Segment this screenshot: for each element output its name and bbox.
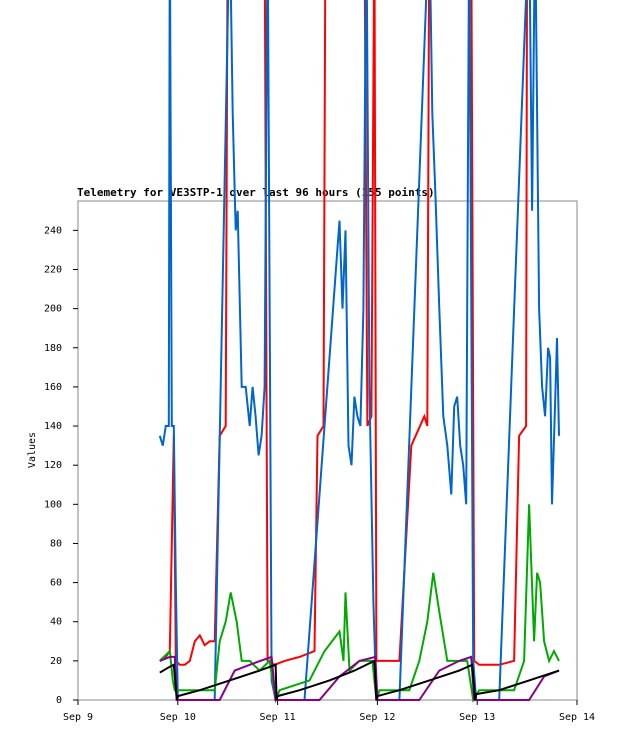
x-tick-label: Sep 13 — [459, 712, 495, 723]
y-tick-label: 120 — [44, 460, 62, 471]
x-tick-label: Sep 12 — [359, 712, 395, 723]
y-tick-label: 140 — [44, 421, 62, 432]
series-line — [159, 504, 560, 704]
series-line — [158, 0, 560, 701]
plot-frame — [77, 200, 578, 701]
x-tick-label: Sep 14 — [559, 712, 595, 723]
y-tick-label: 100 — [44, 499, 62, 510]
y-tick-label: 40 — [50, 617, 62, 628]
y-tick-label: 0 — [56, 695, 62, 706]
series-line — [159, 0, 528, 666]
x-tick-label: Sep 9 — [63, 712, 93, 723]
x-tick-label: Sep 11 — [260, 712, 296, 723]
y-tick-label: 240 — [44, 225, 62, 236]
chart-title: Telemetry for VE3STP-1 over last 96 hour… — [77, 186, 435, 199]
y-tick-label: 60 — [50, 578, 62, 589]
x-tick-label: Sep 10 — [160, 712, 196, 723]
y-tick-label: 220 — [44, 264, 62, 275]
y-tick-label: 20 — [50, 656, 62, 667]
y-tick-label: 80 — [50, 538, 62, 549]
y-tick-label: 160 — [44, 382, 62, 393]
y-tick-label: 200 — [44, 304, 62, 315]
y-axis-label: Values — [27, 432, 38, 468]
series-line — [159, 659, 560, 701]
y-tick-label: 180 — [44, 343, 62, 354]
